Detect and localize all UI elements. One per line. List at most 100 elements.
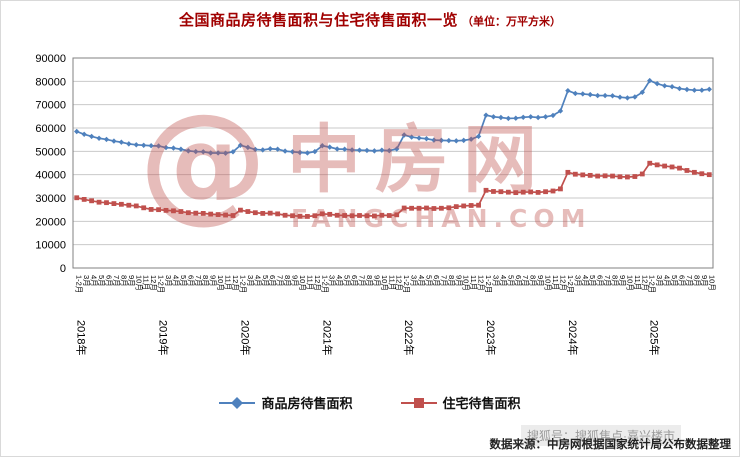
svg-text:10月: 10月 bbox=[544, 275, 553, 291]
svg-text:40000: 40000 bbox=[35, 170, 66, 182]
svg-text:6月: 6月 bbox=[104, 275, 113, 287]
svg-text:4月: 4月 bbox=[253, 275, 262, 287]
svg-text:9月: 9月 bbox=[209, 275, 218, 287]
svg-text:3月: 3月 bbox=[573, 275, 582, 287]
svg-text:11月: 11月 bbox=[551, 275, 560, 290]
svg-text:3月: 3月 bbox=[328, 275, 337, 287]
svg-text:7月: 7月 bbox=[194, 275, 203, 287]
svg-text:10月: 10月 bbox=[216, 275, 225, 291]
svg-text:4月: 4月 bbox=[335, 275, 344, 287]
svg-text:9月: 9月 bbox=[372, 275, 381, 287]
svg-text:12月: 12月 bbox=[477, 275, 486, 291]
svg-text:2019年: 2019年 bbox=[157, 320, 171, 355]
svg-text:2021年: 2021年 bbox=[320, 320, 334, 355]
svg-text:90000: 90000 bbox=[35, 53, 66, 65]
svg-text:9月: 9月 bbox=[618, 275, 627, 287]
svg-text:5月: 5月 bbox=[424, 275, 433, 287]
svg-text:12月: 12月 bbox=[313, 275, 322, 291]
svg-text:11月: 11月 bbox=[224, 275, 233, 290]
svg-text:4月: 4月 bbox=[581, 275, 590, 287]
svg-text:0: 0 bbox=[60, 263, 66, 275]
svg-text:10月: 10月 bbox=[298, 275, 307, 291]
svg-text:6月: 6月 bbox=[596, 275, 605, 287]
svg-text:1-2月: 1-2月 bbox=[648, 275, 657, 293]
chart-title: 全国商品房待售面积与住宅待售面积一览 bbox=[178, 12, 458, 29]
svg-text:10月: 10月 bbox=[134, 275, 143, 291]
svg-text:8月: 8月 bbox=[365, 275, 374, 287]
chart-legend: 商品房待售面积 住宅待售面积 bbox=[1, 393, 739, 412]
legend-item-residential: 住宅待售面积 bbox=[400, 393, 521, 412]
svg-text:11月: 11月 bbox=[469, 275, 478, 290]
legend-label-commercial: 商品房待售面积 bbox=[261, 396, 353, 411]
svg-text:7月: 7月 bbox=[112, 275, 121, 287]
svg-text:3月: 3月 bbox=[164, 275, 173, 287]
line-chart: 0 10000 20000 30000 40000 50000 60000 70000 8000… bbox=[35, 53, 716, 355]
page-title: 全国商品房待售面积与住宅待售面积一览 （单位：万平方米） bbox=[1, 9, 739, 30]
svg-text:4月: 4月 bbox=[417, 275, 426, 287]
svg-text:7月: 7月 bbox=[276, 275, 285, 287]
svg-text:7月: 7月 bbox=[603, 275, 612, 287]
svg-text:5月: 5月 bbox=[343, 275, 352, 287]
svg-text:1-2月: 1-2月 bbox=[157, 275, 166, 293]
svg-text:10月: 10月 bbox=[707, 275, 716, 291]
svg-text:1-2月: 1-2月 bbox=[238, 275, 247, 293]
svg-text:1-2月: 1-2月 bbox=[75, 275, 84, 293]
svg-text:7月: 7月 bbox=[685, 275, 694, 287]
svg-text:10月: 10月 bbox=[380, 275, 389, 291]
svg-text:50000: 50000 bbox=[35, 146, 66, 158]
svg-text:2018年: 2018年 bbox=[75, 320, 89, 355]
svg-text:12月: 12月 bbox=[640, 275, 649, 291]
blue-diamond-marker-icon bbox=[219, 396, 256, 409]
svg-text:12月: 12月 bbox=[231, 275, 240, 291]
svg-text:12月: 12月 bbox=[395, 275, 404, 291]
svg-text:1-2月: 1-2月 bbox=[320, 275, 329, 293]
svg-text:2022年: 2022年 bbox=[402, 320, 416, 355]
svg-text:6月: 6月 bbox=[268, 275, 277, 287]
sohu-watermark: 搜狐号：搜狐焦点·嘉兴楼市 bbox=[521, 425, 681, 446]
svg-text:5月: 5月 bbox=[97, 275, 106, 287]
svg-text:1-2月: 1-2月 bbox=[484, 275, 493, 293]
svg-text:3月: 3月 bbox=[491, 275, 500, 287]
svg-text:3月: 3月 bbox=[410, 275, 419, 287]
legend-item-commercial: 商品房待售面积 bbox=[219, 393, 353, 412]
svg-text:9月: 9月 bbox=[127, 275, 136, 287]
svg-text:3月: 3月 bbox=[246, 275, 255, 287]
svg-text:6月: 6月 bbox=[350, 275, 359, 287]
svg-text:10月: 10月 bbox=[625, 275, 634, 291]
svg-text:10月: 10月 bbox=[462, 275, 471, 291]
svg-text:6月: 6月 bbox=[186, 275, 195, 287]
svg-text:20000: 20000 bbox=[35, 216, 66, 228]
chart-unit-label: （单位：万平方米） bbox=[462, 16, 561, 28]
svg-text:6月: 6月 bbox=[678, 275, 687, 287]
svg-text:9月: 9月 bbox=[700, 275, 709, 287]
svg-text:11月: 11月 bbox=[142, 275, 151, 290]
svg-text:11月: 11月 bbox=[305, 275, 314, 290]
svg-text:4月: 4月 bbox=[171, 275, 180, 287]
svg-text:1-2月: 1-2月 bbox=[402, 275, 411, 293]
svg-text:4月: 4月 bbox=[499, 275, 508, 287]
svg-text:7月: 7月 bbox=[521, 275, 530, 287]
svg-text:2020年: 2020年 bbox=[238, 320, 252, 355]
svg-text:8月: 8月 bbox=[447, 275, 456, 287]
svg-text:80000: 80000 bbox=[35, 76, 66, 88]
svg-text:30000: 30000 bbox=[35, 193, 66, 205]
svg-text:70000: 70000 bbox=[35, 100, 66, 112]
svg-text:2024年: 2024年 bbox=[566, 320, 580, 355]
svg-text:4月: 4月 bbox=[663, 275, 672, 287]
svg-text:9月: 9月 bbox=[536, 275, 545, 287]
data-source-note: 数据来源：中房网根据国家统计局公布数据整理 bbox=[489, 439, 732, 451]
svg-text:6月: 6月 bbox=[432, 275, 441, 287]
svg-text:6月: 6月 bbox=[514, 275, 523, 287]
svg-text:5月: 5月 bbox=[179, 275, 188, 287]
red-square-marker-icon bbox=[400, 397, 437, 408]
svg-text:5月: 5月 bbox=[506, 275, 515, 287]
legend-label-residential: 住宅待售面积 bbox=[442, 396, 521, 411]
svg-text:1-2月: 1-2月 bbox=[566, 275, 575, 293]
svg-text:60000: 60000 bbox=[35, 123, 66, 135]
svg-text:8月: 8月 bbox=[529, 275, 538, 287]
svg-text:2025年: 2025年 bbox=[648, 320, 662, 355]
svg-text:9月: 9月 bbox=[454, 275, 463, 287]
svg-text:12月: 12月 bbox=[149, 275, 158, 291]
svg-text:11月: 11月 bbox=[387, 275, 396, 290]
